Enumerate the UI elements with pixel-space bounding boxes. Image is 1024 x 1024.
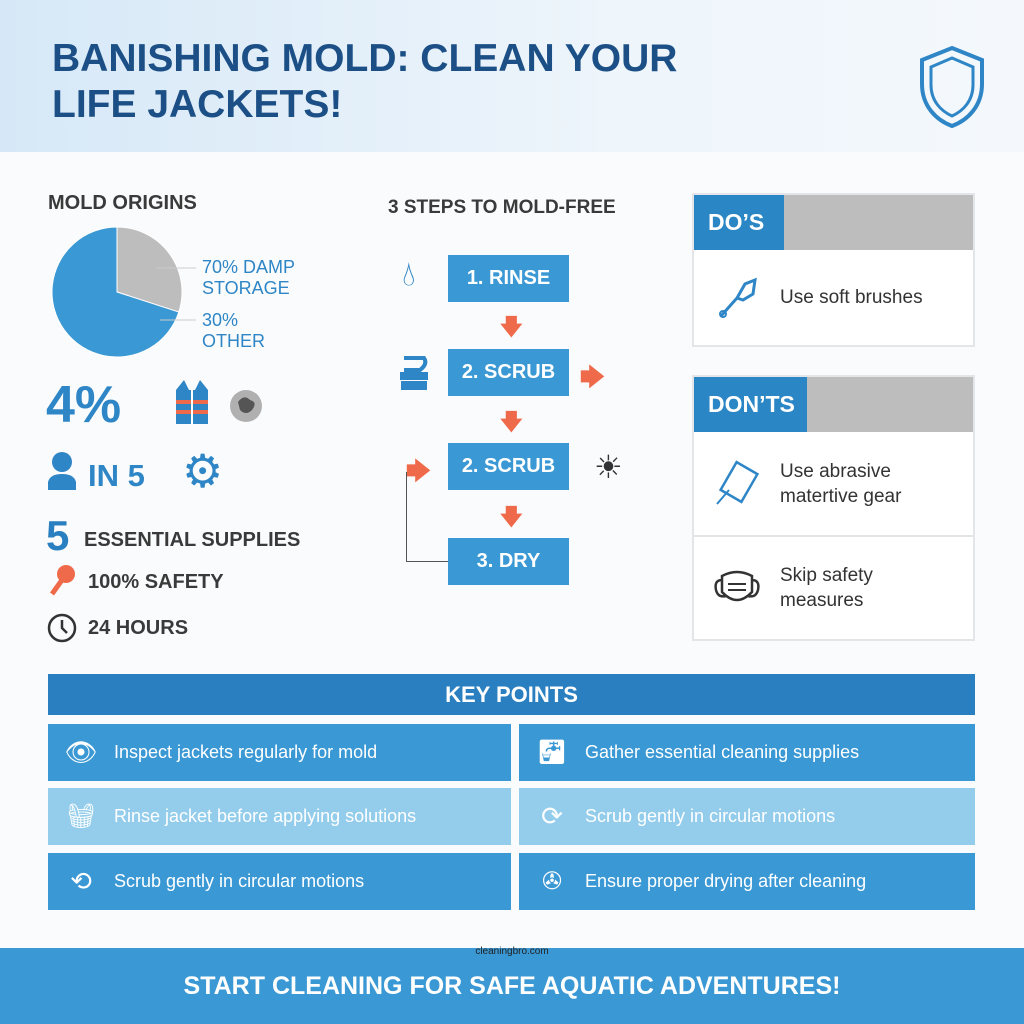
dos-item: Use soft brushes [694, 250, 973, 345]
donts-panel: DON’TS Use abrasive matertive gear Skip … [692, 375, 975, 641]
sun-icon: ☀ [594, 449, 623, 485]
step-dry: 3. DRY [448, 538, 569, 585]
mold-spot-icon [230, 390, 262, 422]
key-point-text: Inspect jackets regularly for mold [114, 742, 378, 762]
donts-item: Use abrasive matertive gear [694, 432, 973, 535]
scrub-brush-icon [400, 356, 428, 390]
key-icon [49, 565, 75, 596]
dos-item-text: Use soft brushes [780, 287, 923, 308]
brush-icon [694, 274, 780, 322]
eye-icon: 👁︎ [64, 737, 98, 767]
stat-hours: 24 HOURS [88, 617, 189, 639]
step-scrub-2: 2. SCRUB [448, 443, 569, 490]
footer-banner [0, 948, 1024, 1024]
arrow-right-icon: 🡆 [580, 364, 605, 391]
pie-leader-lines [156, 267, 196, 321]
arrow-down-icon: 🡇 [500, 314, 523, 339]
life-vest-icon [176, 380, 208, 424]
key-point: 🧺︎ Rinse jacket before applying solutions [48, 788, 511, 845]
key-point-text: Scrub gently in circular motions [114, 871, 365, 891]
stat-ratio: IN 5 [88, 458, 145, 493]
pie-slice [51, 226, 180, 358]
step-scrub: 2. SCRUB [448, 349, 569, 396]
pie-label-other: 30% OTHER [202, 310, 265, 351]
key-points-title: KEY POINTS [48, 674, 975, 715]
donts-item-text: Skip safety measures [780, 565, 873, 611]
donts-title: DON’TS [694, 377, 807, 432]
donts-item: Skip safety measures [694, 535, 973, 639]
dos-title: DO’S [694, 195, 784, 250]
key-point: ⟲ Scrub gently in circular motions [48, 853, 511, 910]
steps-title: 3 STEPS TO MOLD-FREE [388, 197, 616, 218]
watermark: cleaningbro.com [475, 946, 549, 957]
face-mask-icon [694, 568, 780, 608]
fan-icon: ✇ [541, 868, 563, 895]
donts-item-text: Use abrasive matertive gear [780, 460, 902, 507]
gear-icon: ⚙ [182, 445, 224, 497]
arrow-right-icon: 🡆 [406, 458, 431, 485]
clock-icon [47, 613, 77, 643]
shield-icon [920, 45, 984, 129]
arrow-down-icon: 🡇 [500, 409, 523, 434]
key-point: 🚰︎ Gather essential cleaning supplies [519, 724, 975, 781]
key-point-text: Ensure proper drying after cleaning [585, 871, 867, 891]
footer-cta: START CLEANING FOR SAFE AQUATIC ADVENTUR… [183, 972, 841, 1000]
loop-connector [406, 472, 448, 562]
key-point-text: Rinse jacket before applying solutions [114, 806, 417, 826]
key-point: ⟳ Scrub gently in circular motions [519, 788, 975, 845]
mold-origins-pie [51, 226, 183, 358]
stat-supplies-label: ESSENTIAL SUPPLIES [84, 529, 301, 551]
faucet-icon: 🚰︎ [536, 739, 568, 766]
stat-supplies-count: 5 [46, 512, 70, 559]
dos-panel: DO’S Use soft brushes [692, 193, 975, 347]
mold-origins-title: MOLD ORIGINS [48, 192, 197, 214]
abrasive-pad-icon [694, 459, 780, 508]
key-point: 👁︎ Inspect jackets regularly for mold [48, 724, 511, 781]
basket-icon: 🧺︎ [65, 803, 97, 830]
water-drop-icon: 💧︎ [402, 255, 416, 293]
key-point-text: Scrub gently in circular motions [585, 806, 836, 826]
page-title: BANISHING MOLD: CLEAN YOUR LIFE JACKETS! [52, 37, 678, 126]
key-point-text: Gather essential cleaning supplies [585, 742, 860, 762]
circular-arrows-icon: ⟳ [541, 801, 563, 831]
stat-safety: 100% SAFETY [88, 571, 224, 593]
pie-slice [116, 226, 183, 313]
person-icon [48, 452, 76, 490]
header-banner [0, 0, 1024, 152]
key-point: ✇ Ensure proper drying after cleaning [519, 853, 975, 910]
pie-label-damp: 70% DAMP STORAGE [202, 257, 295, 298]
arrow-down-icon: 🡇 [500, 504, 523, 529]
step-rinse: 1. RINSE [448, 255, 569, 302]
circular-arrows-icon: ⟲ [70, 866, 92, 896]
stat-percent: 4% [46, 376, 122, 434]
